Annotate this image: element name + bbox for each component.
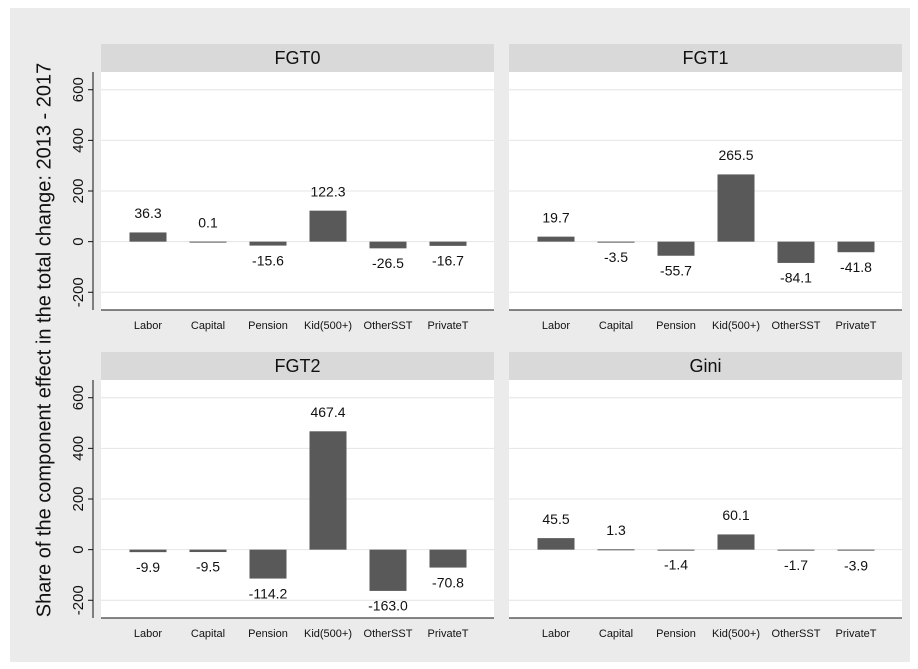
strip [101,352,494,380]
value-label: 0.1 [198,214,218,230]
value-label: 36.3 [134,205,161,221]
value-label: 60.1 [722,507,749,523]
x-tick-label: Pension [656,628,696,640]
value-label: -55.7 [660,262,692,278]
y-tick-label: -200 [70,277,87,307]
panel-title: Gini [689,356,721,376]
strip [509,44,902,72]
x-tick-label: Capital [191,320,225,332]
panel-title: FGT1 [682,48,728,68]
bar [129,232,167,242]
bar [777,241,815,263]
bar [429,549,467,568]
value-label: 467.4 [310,404,345,420]
x-tick-label: Labor [134,320,162,332]
bar [597,241,635,243]
value-label: -26.5 [372,255,404,271]
value-label: -9.5 [196,559,220,575]
bar [249,241,287,246]
bar [189,549,227,553]
x-tick-label: Kid(500+) [712,628,760,640]
y-tick-label: 200 [70,178,87,203]
y-tick-label: 0 [70,545,87,553]
x-tick-label: OtherSST [772,628,821,640]
value-label: -1.4 [664,557,688,573]
bar [777,549,815,551]
bar [657,241,695,256]
x-tick-label: PrivateT [428,320,469,332]
panel-title: FGT2 [274,356,320,376]
x-tick-label: Labor [134,628,162,640]
x-tick-label: PrivateT [836,628,877,640]
y-axis-title: Share of the component effect in the tot… [33,63,55,617]
x-tick-label: Kid(500+) [712,320,760,332]
y-tick-label: 400 [70,128,87,153]
value-label: -3.9 [844,557,868,573]
x-tick-label: PrivateT [428,628,469,640]
bar [189,241,227,243]
y-tick-label: 0 [70,237,87,245]
x-tick-label: Capital [191,628,225,640]
value-label: 122.3 [310,183,345,199]
x-tick-label: Capital [599,320,633,332]
y-tick-label: 600 [70,385,87,410]
bar [309,210,347,242]
x-tick-label: Labor [542,320,570,332]
value-label: -84.1 [780,270,812,286]
panel-title: FGT0 [274,48,320,68]
x-tick-label: Pension [656,320,696,332]
value-label: -41.8 [840,259,872,275]
y-tick-label: 400 [70,436,87,461]
y-tick-label: 600 [70,77,87,102]
value-label: -9.9 [136,559,160,575]
value-label: -1.7 [784,557,808,573]
bar [249,549,287,579]
bar [837,241,875,253]
y-tick-label: -200 [70,585,87,615]
bar [597,549,635,551]
value-label: -70.8 [432,574,464,590]
bar [129,549,167,553]
bar [369,549,407,591]
bar [657,549,695,551]
value-label: -163.0 [368,598,408,614]
bar [717,534,755,550]
bar [537,538,575,550]
x-tick-label: OtherSST [364,320,413,332]
x-tick-label: Capital [599,628,633,640]
bar [537,236,575,242]
x-tick-label: Kid(500+) [304,320,352,332]
x-tick-label: Kid(500+) [304,628,352,640]
x-tick-label: Pension [248,320,288,332]
strip [101,44,494,72]
value-label: 265.5 [718,147,753,163]
value-label: 19.7 [542,209,569,225]
bar [717,174,755,242]
value-label: -15.6 [252,252,284,268]
bar [837,549,875,551]
value-label: 45.5 [542,511,569,527]
strip [509,352,902,380]
value-label: 1.3 [606,522,626,538]
x-tick-label: Labor [542,628,570,640]
x-tick-label: Pension [248,628,288,640]
y-tick-label: 200 [70,486,87,511]
value-label: -114.2 [249,585,288,601]
x-tick-label: OtherSST [364,628,413,640]
value-label: -3.5 [604,249,628,265]
x-tick-label: PrivateT [836,320,877,332]
value-label: -16.7 [432,253,464,269]
bar [369,241,407,249]
bar [429,241,467,246]
x-tick-label: OtherSST [772,320,821,332]
bar [309,431,347,550]
